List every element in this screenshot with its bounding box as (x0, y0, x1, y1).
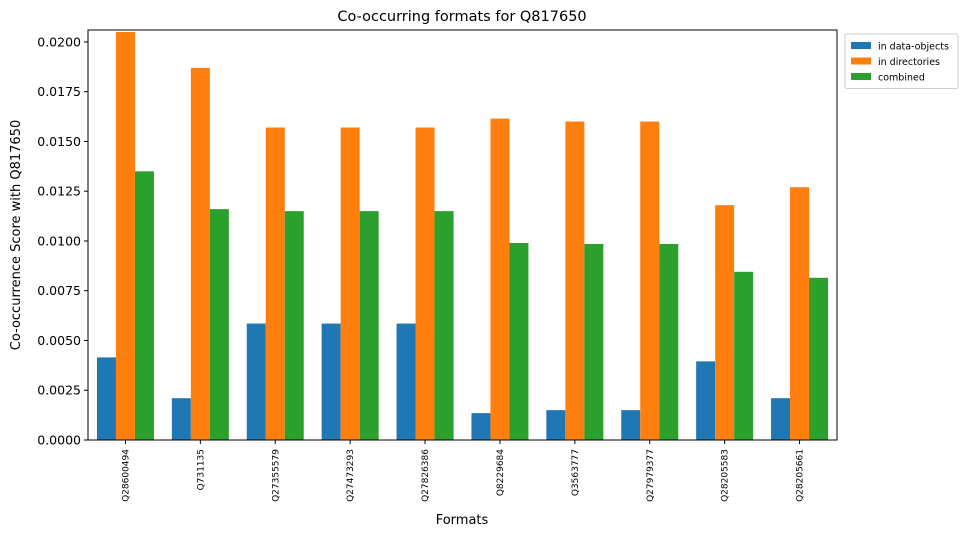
bar-in-directories-Q8229684 (490, 118, 510, 440)
bar-combined-Q27355579 (284, 211, 304, 440)
bar-in-data-objects-Q27355579 (246, 323, 266, 440)
bar-in-data-objects-Q3563777 (546, 410, 566, 440)
legend-label: combined (878, 73, 925, 84)
x-tick-label: Q28600494 (121, 449, 131, 502)
bar-in-data-objects-Q8229684 (471, 413, 491, 440)
bar-combined-Q3563777 (584, 243, 604, 440)
chart-title: Co-occurring formats for Q817650 (337, 9, 586, 25)
legend-swatch (851, 73, 871, 80)
x-tick-label: Q28205583 (721, 449, 731, 502)
bar-combined-Q8229684 (509, 242, 529, 440)
x-tick-label: Q731135 (196, 449, 206, 490)
legend-label: in data-objects (878, 42, 949, 53)
y-tick-label: 0.0200 (37, 34, 81, 49)
bar-combined-Q28205661 (809, 277, 829, 440)
x-tick-label: Q27979377 (646, 449, 656, 502)
bar-in-directories-Q28205583 (715, 205, 735, 440)
y-tick-label: 0.0025 (37, 383, 81, 398)
bar-in-data-objects-Q28205661 (771, 398, 791, 440)
bar-in-data-objects-Q28205583 (696, 361, 716, 440)
y-tick-label: 0.0175 (37, 84, 81, 99)
bar-in-data-objects-Q27473293 (321, 323, 341, 440)
bar-in-directories-Q27979377 (640, 121, 660, 440)
bar-combined-Q28205583 (734, 271, 754, 440)
legend-label: in directories (878, 57, 940, 68)
x-tick-label: Q8229684 (496, 449, 506, 496)
y-axis: 0.0000 0.0025 0.0050 0.0075 0.0100 0.0125 0.01… (37, 34, 88, 448)
bar-in-directories-Q28205661 (790, 187, 810, 440)
bar-combined-Q27979377 (659, 243, 679, 440)
plot-frame (87, 29, 838, 441)
bar-in-directories-Q28600494 (115, 31, 135, 440)
x-tick-label: Q27826386 (421, 449, 431, 502)
x-tick-label: Q28205661 (796, 449, 806, 502)
bar-combined-Q731135 (209, 209, 229, 440)
bar-combined-Q28600494 (134, 171, 154, 441)
legend-swatch (851, 57, 871, 65)
y-tick-label: 0.0100 (37, 233, 81, 248)
bar-in-data-objects-Q27979377 (621, 410, 641, 440)
x-tick-label: Q3563777 (571, 449, 581, 496)
bars (96, 31, 829, 441)
bar-in-data-objects-Q27826386 (396, 323, 416, 440)
x-tick-label: Q27473293 (346, 449, 356, 502)
bar-in-directories-Q3563777 (565, 121, 585, 440)
legend-swatch (851, 42, 871, 49)
bar-in-data-objects-Q731135 (171, 398, 191, 440)
bar-combined-Q27826386 (434, 211, 454, 440)
legend: in data-objects in directories combined (844, 33, 959, 89)
bar-in-directories-Q27473293 (340, 127, 360, 441)
y-tick-label: 0.0150 (37, 134, 81, 149)
x-axis: Q28600494 Q731135 Q27355579 Q27473293 Q27826… (121, 440, 806, 502)
y-tick-label: 0.0050 (37, 333, 81, 348)
bar-in-directories-Q27355579 (265, 127, 285, 441)
legend-box (844, 33, 959, 89)
y-tick-label: 0.0125 (37, 184, 81, 199)
x-tick-label: Q27355579 (271, 449, 281, 502)
y-tick-label: 0.0000 (37, 433, 81, 448)
y-tick-label: 0.0075 (37, 283, 81, 298)
x-axis-label: Formats (436, 513, 489, 528)
bar-in-directories-Q731135 (190, 67, 210, 440)
bar-combined-Q27473293 (359, 211, 379, 440)
bar-in-data-objects-Q28600494 (96, 357, 116, 440)
bar-in-directories-Q27826386 (415, 127, 435, 441)
y-axis-label: Co-occurrence Score with Q817650 (9, 120, 24, 351)
